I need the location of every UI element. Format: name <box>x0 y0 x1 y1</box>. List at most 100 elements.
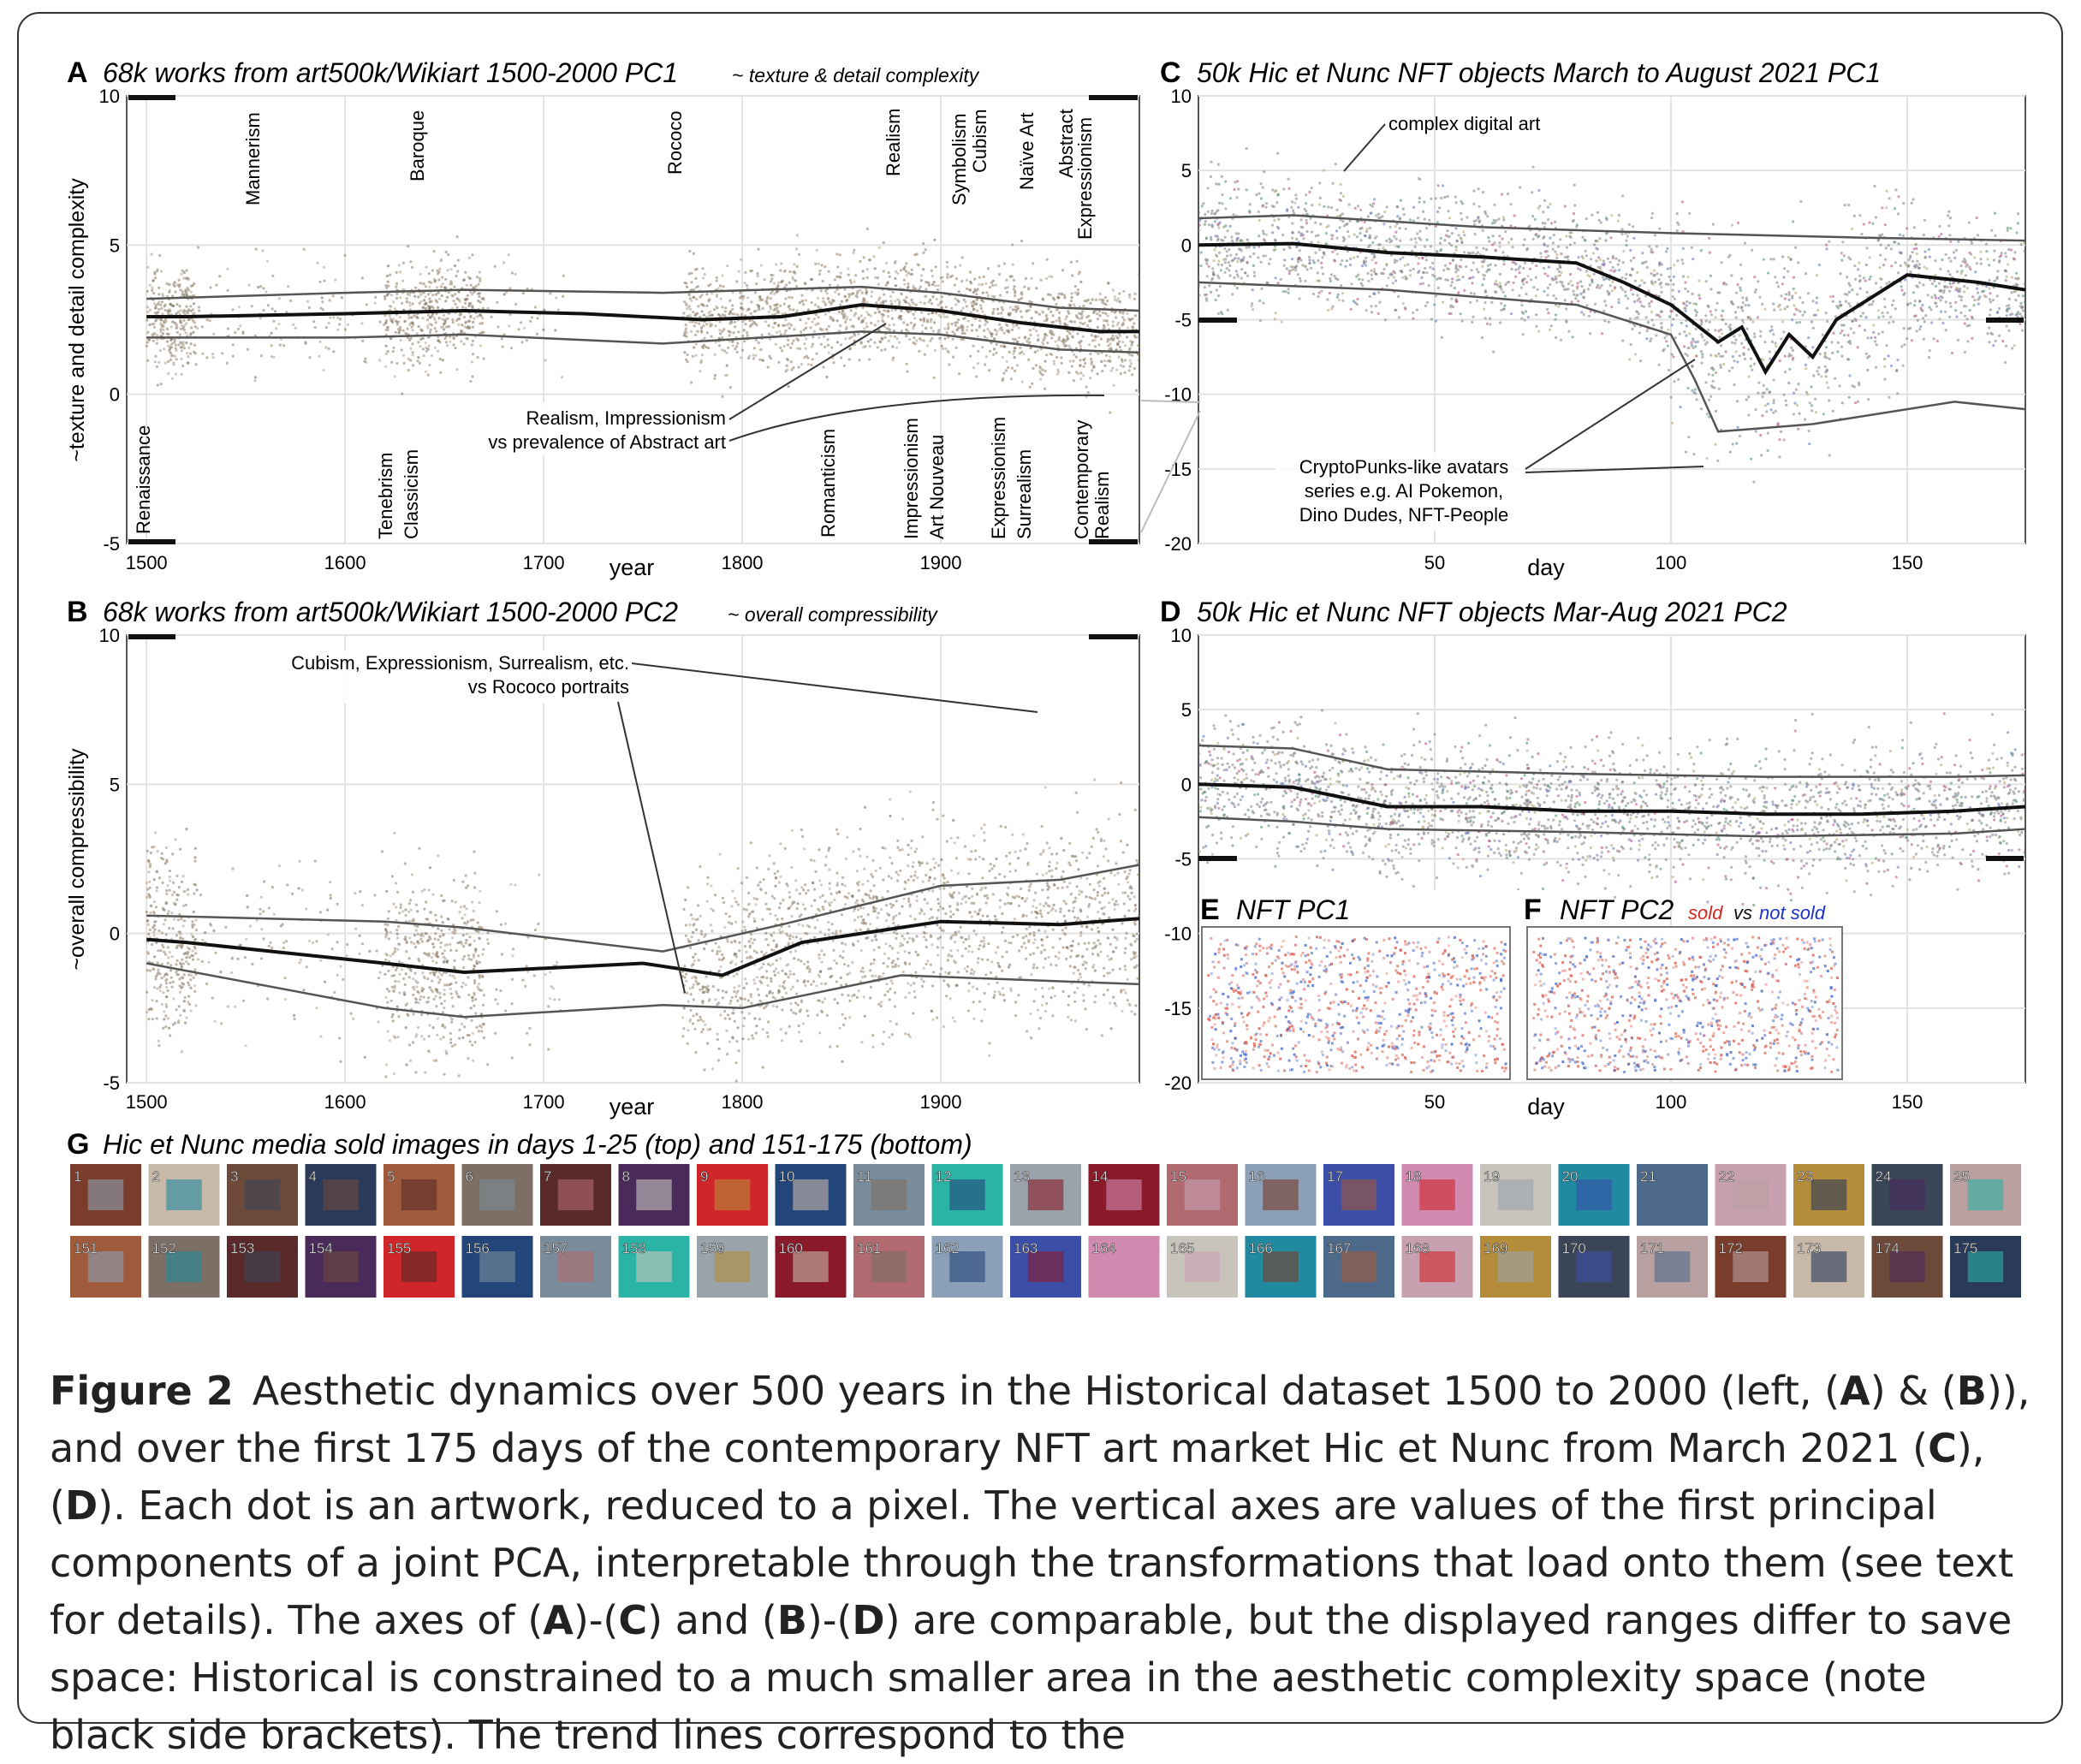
artwork-dot <box>828 869 830 871</box>
artwork-dot <box>1129 359 1132 362</box>
artwork-dot <box>523 327 526 330</box>
artwork-dot <box>278 864 281 867</box>
artwork-dot <box>181 324 183 327</box>
artwork-dot <box>771 992 774 995</box>
artwork-dot <box>1103 359 1106 362</box>
artwork-dot <box>187 963 190 965</box>
artwork-dot <box>472 340 474 342</box>
artwork-dot <box>936 953 939 956</box>
artwork-dot <box>996 308 999 311</box>
artwork-dot <box>699 915 702 918</box>
artwork-dot <box>971 916 973 918</box>
artwork-dot <box>181 365 184 367</box>
artwork-dot <box>1037 349 1039 352</box>
artwork-dot <box>428 286 431 288</box>
artwork-dot <box>1042 312 1044 314</box>
artwork-dot <box>860 314 863 317</box>
artwork-dot <box>681 1016 684 1019</box>
artwork-dot <box>771 963 774 965</box>
artwork-dot <box>1129 365 1132 368</box>
artwork-dot <box>154 276 157 279</box>
artwork-dot <box>1086 916 1089 918</box>
artwork-dot <box>439 1037 442 1040</box>
artwork-dot <box>259 317 262 319</box>
artwork-dot <box>957 872 960 875</box>
artwork-dot <box>889 1020 892 1023</box>
artwork-dot <box>765 300 768 303</box>
artwork-dot <box>1076 885 1079 888</box>
artwork-dot <box>193 977 195 979</box>
artwork-dot <box>1094 995 1097 997</box>
artwork-dot <box>408 920 411 923</box>
artwork-dot <box>967 872 970 875</box>
artwork-dot <box>835 252 838 255</box>
artwork-dot <box>1012 338 1014 341</box>
artwork-dot <box>968 911 971 913</box>
artwork-dot <box>1057 371 1060 373</box>
artwork-dot <box>967 858 970 860</box>
artwork-dot <box>814 304 817 306</box>
artwork-dot <box>192 331 194 334</box>
artwork-dot <box>703 947 705 950</box>
artwork-dot <box>1056 344 1059 347</box>
artwork-dot <box>958 930 960 933</box>
artwork-dot <box>940 967 942 970</box>
artwork-dot <box>895 914 897 917</box>
artwork-dot <box>774 974 776 977</box>
artwork-dot <box>934 877 936 880</box>
artwork-dot <box>502 346 504 348</box>
artwork-dot <box>925 248 927 251</box>
artwork-dot <box>198 310 200 312</box>
artwork-dot <box>994 915 996 918</box>
artwork-dot <box>885 284 888 287</box>
artwork-dot <box>419 938 422 941</box>
artwork-dot <box>275 327 277 330</box>
artwork-dot <box>443 1000 446 1002</box>
artwork-dot <box>753 347 756 349</box>
artwork-dot <box>1074 1019 1077 1022</box>
artwork-dot <box>182 924 185 927</box>
artwork-dot <box>443 328 445 330</box>
artwork-dot <box>1059 911 1061 913</box>
artwork-dot <box>799 1010 801 1013</box>
artwork-dot <box>467 294 469 297</box>
artwork-dot <box>359 935 361 937</box>
artwork-dot <box>968 945 971 947</box>
artwork-dot <box>683 1007 686 1010</box>
artwork-dot <box>717 946 720 948</box>
artwork-dot <box>746 331 748 334</box>
artwork-dot <box>954 1020 956 1023</box>
artwork-dot <box>1014 918 1016 920</box>
artwork-dot <box>1071 292 1073 294</box>
artwork-dot <box>730 321 733 324</box>
artwork-dot <box>1027 288 1030 290</box>
artwork-dot <box>1008 941 1010 944</box>
artwork-dot <box>836 1045 839 1048</box>
artwork-dot <box>1121 341 1124 343</box>
artwork-dot <box>163 320 165 323</box>
artwork-dot <box>757 884 759 887</box>
artwork-dot <box>906 363 908 365</box>
artwork-dot <box>877 346 879 348</box>
artwork-dot <box>319 959 322 962</box>
artwork-dot <box>182 319 185 322</box>
artwork-dot <box>154 928 157 930</box>
artwork-dot <box>862 971 865 973</box>
artwork-dot <box>1020 351 1023 353</box>
artwork-dot <box>804 883 806 886</box>
artwork-dot <box>855 294 858 297</box>
artwork-dot <box>259 908 261 911</box>
artwork-dot <box>182 294 185 296</box>
artwork-dot <box>818 976 821 978</box>
artwork-dot <box>971 951 973 953</box>
artwork-dot <box>879 867 882 870</box>
artwork-dot <box>888 957 890 959</box>
artwork-dot <box>818 336 820 339</box>
artwork-dot <box>208 319 211 322</box>
artwork-dot <box>1067 1016 1069 1019</box>
artwork-dot <box>1078 312 1080 315</box>
artwork-dot <box>172 361 175 364</box>
artwork-dot <box>475 1026 478 1029</box>
artwork-dot <box>1128 1004 1131 1007</box>
artwork-dot <box>716 276 718 279</box>
